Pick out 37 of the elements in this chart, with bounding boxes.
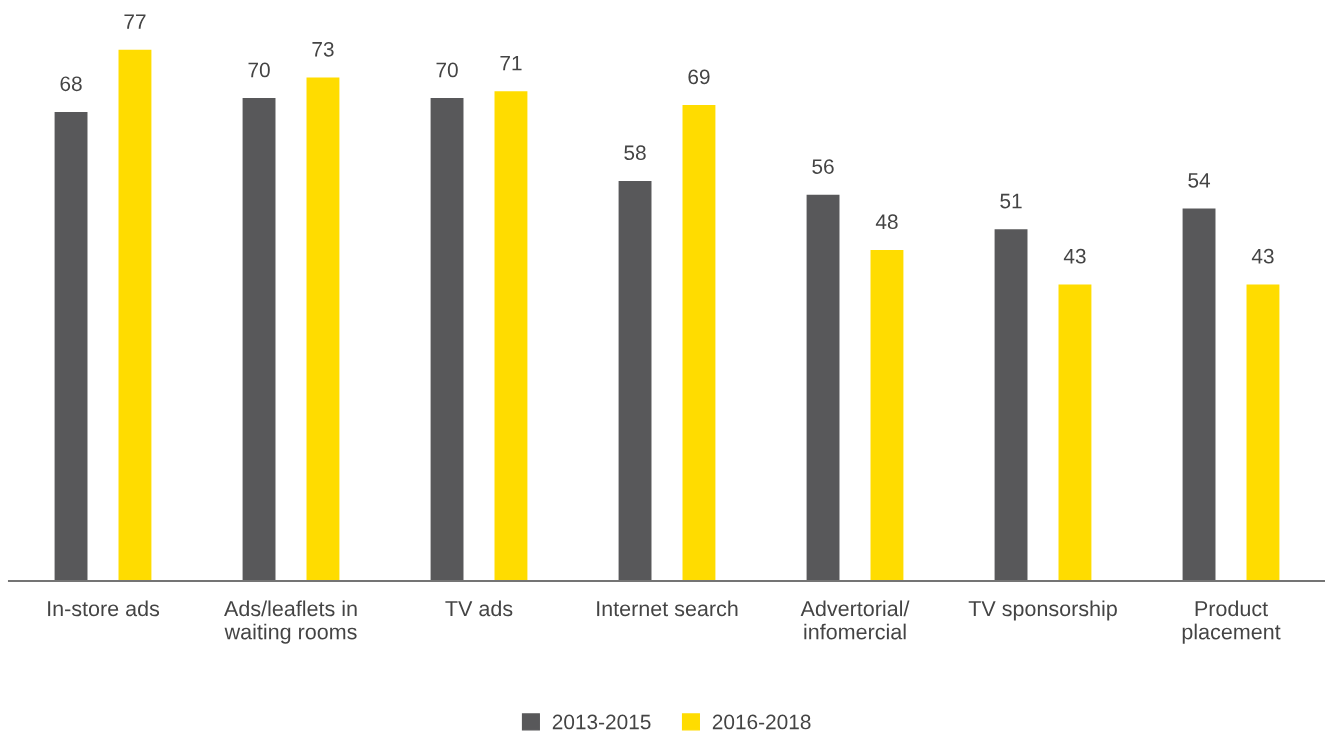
data-label: 70: [248, 62, 270, 78]
data-label: 73: [312, 41, 334, 57]
bar: [306, 77, 340, 581]
bar: [1246, 284, 1280, 581]
data-label: 56: [812, 159, 834, 174]
data-label: 48: [875, 214, 898, 230]
x-tick-label: Product placement: [1182, 600, 1281, 644]
bar: [242, 98, 276, 581]
data-label: 51: [1000, 193, 1022, 209]
data-label: 43: [1063, 248, 1086, 264]
bar: [494, 91, 528, 581]
bar: [870, 249, 904, 581]
legend-label: 2016-2018: [712, 714, 811, 730]
x-tick-label: In-store ads: [48, 600, 160, 617]
data-label: 77: [124, 14, 146, 29]
bar: [618, 180, 652, 581]
bar: [682, 105, 716, 581]
x-tick-label: Advertorial/ infomercial: [800, 600, 910, 640]
data-label: 54: [1188, 173, 1211, 188]
data-label: 70: [436, 62, 458, 78]
data-label: 68: [60, 76, 82, 92]
x-tick-label: Internet search: [597, 600, 738, 617]
legend-label: 2013-2015: [552, 714, 651, 730]
bar: [806, 194, 840, 581]
data-label: 69: [688, 69, 710, 85]
x-tick-label: TV sponsorship: [968, 600, 1117, 621]
data-label: 58: [624, 145, 646, 161]
bar: [54, 111, 88, 581]
data-label: 43: [1251, 248, 1274, 264]
bar: [994, 229, 1028, 581]
bar: [1182, 208, 1216, 581]
bar: [1058, 284, 1092, 581]
data-label: 71: [500, 55, 522, 71]
bar: [118, 49, 152, 581]
bar: [430, 98, 464, 581]
x-tick-label: TV ads: [445, 600, 513, 617]
x-tick-label: Ads/leaflets in waiting rooms: [224, 600, 357, 644]
